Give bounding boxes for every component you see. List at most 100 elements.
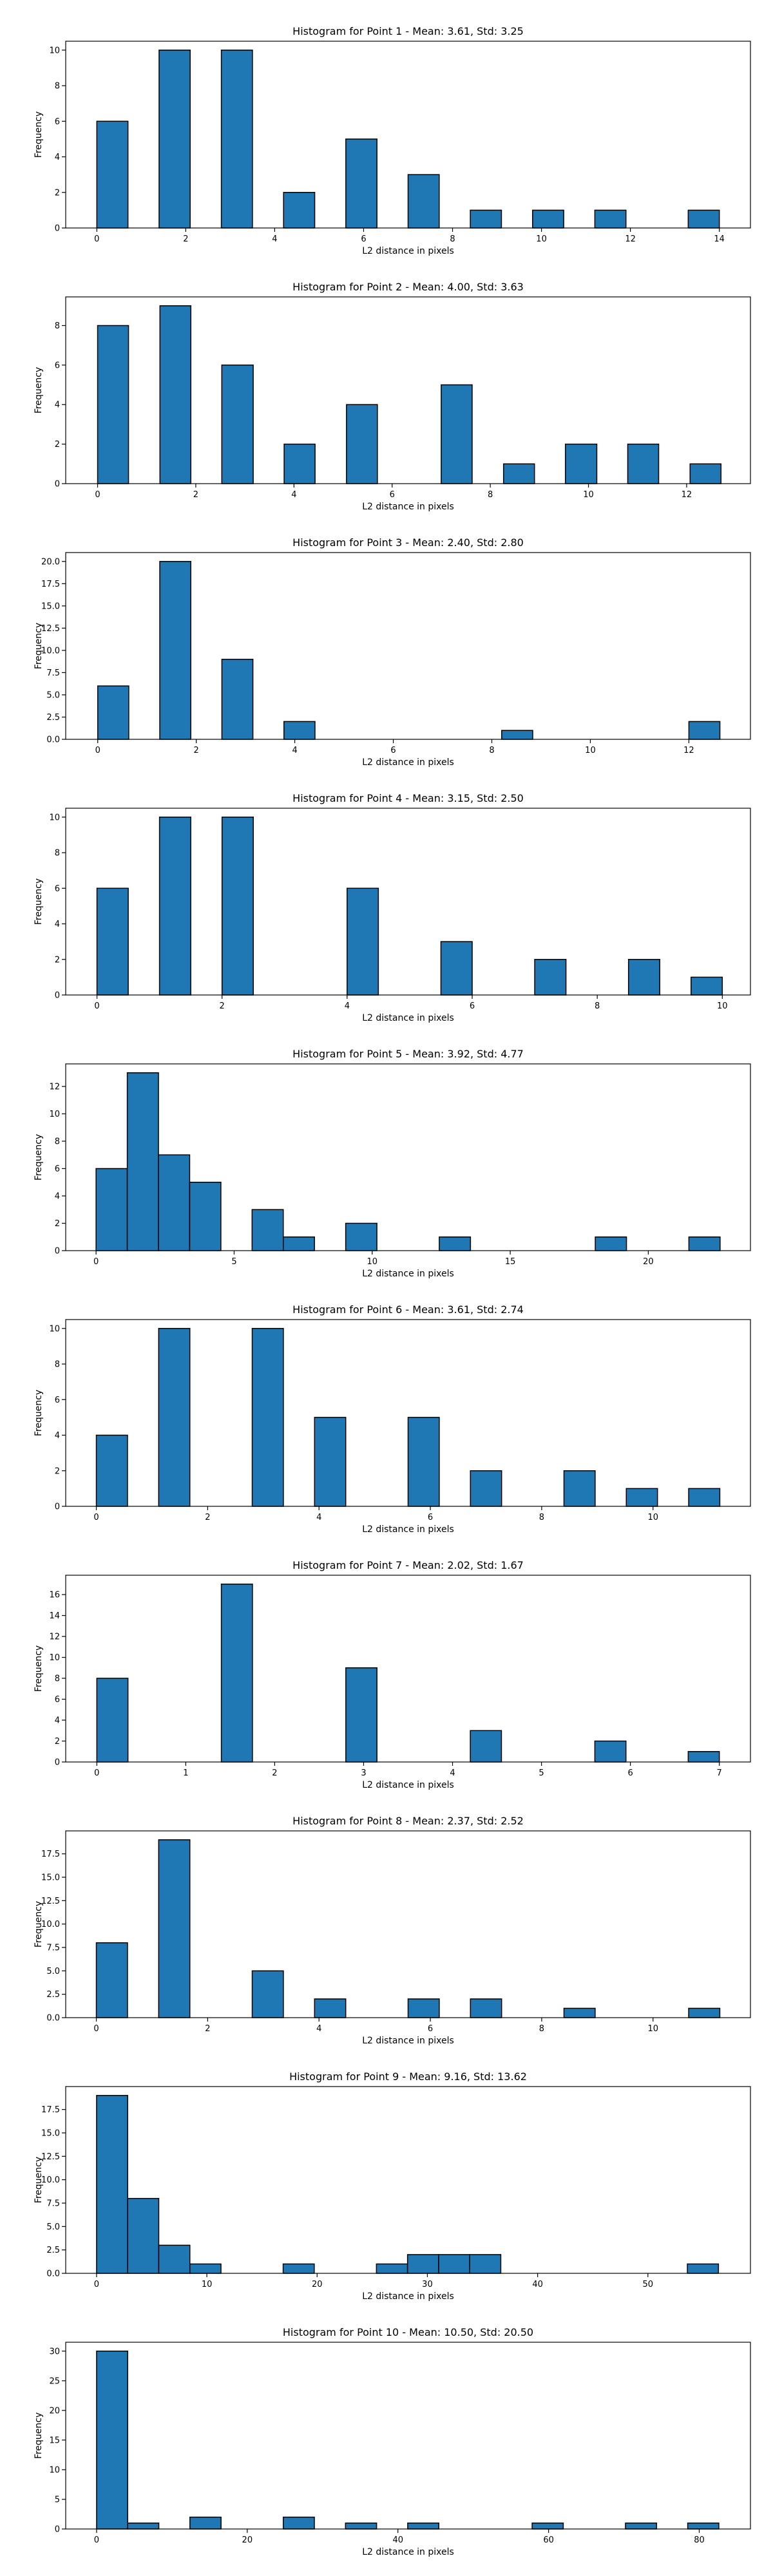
histogram-bar-1: [95, 1942, 128, 2018]
histogram-bar-2: [127, 2523, 160, 2530]
y-tick-label: 7.5: [46, 2199, 60, 2208]
chart-title: Histogram for Point 8 - Mean: 2.37, Std:…: [292, 1815, 524, 1827]
y-tick-label: 0: [55, 2525, 60, 2535]
histogram-bar-6: [687, 1751, 720, 1763]
histogram-bar-1: [96, 887, 129, 996]
y-tick-label: 6: [55, 117, 60, 127]
x-tick-label: 2: [194, 746, 199, 755]
y-tick-label: 16: [49, 1591, 60, 1600]
y-tick-label: 2.5: [46, 713, 60, 723]
histogram-bar-4: [470, 1730, 502, 1763]
y-tick-label: 30: [49, 2347, 60, 2356]
x-tick-label: 3: [361, 1768, 366, 1778]
histogram-bar-5: [345, 138, 377, 229]
y-axis-label: Frequency: [33, 111, 44, 158]
y-tick-label: 7.5: [46, 668, 60, 678]
x-tick-label: 10: [367, 1257, 378, 1267]
x-tick-label: 20: [312, 2280, 323, 2289]
x-tick-label: 50: [643, 2280, 654, 2289]
y-tick-label: 17.5: [41, 1850, 60, 1859]
x-tick-label: 4: [316, 1513, 321, 1522]
y-tick-label: 6: [55, 1164, 60, 1174]
histogram-bar-4: [314, 1417, 347, 1507]
x-tick-label: 40: [532, 2280, 543, 2289]
x-tick-label: 2: [193, 490, 198, 500]
chart-title: Histogram for Point 3 - Mean: 2.40, Std:…: [292, 536, 524, 549]
histogram-bar-8: [688, 2007, 721, 2018]
plot-frame: [65, 41, 751, 229]
y-axis-label: Frequency: [33, 367, 44, 413]
x-tick-label: 2: [220, 1001, 225, 1011]
y-tick-label: 10: [49, 1324, 60, 1334]
x-tick-label: 1: [183, 1768, 188, 1778]
x-tick-label: 0: [94, 2535, 99, 2545]
y-tick-label: 4: [55, 1431, 60, 1441]
x-tick-label: 80: [694, 2535, 705, 2545]
x-axis-label: L2 distance in pixels: [362, 2291, 454, 2302]
y-axis-label: Frequency: [33, 2157, 44, 2203]
y-axis-label: Frequency: [33, 2412, 44, 2459]
histogram-bar-10: [687, 2263, 720, 2274]
histogram-bar-9: [688, 1488, 721, 1507]
x-axis-label: L2 distance in pixels: [362, 757, 454, 768]
x-tick-label: 0: [95, 490, 100, 500]
histogram-bar-3: [189, 2516, 222, 2530]
histogram-bar-1: [96, 2351, 128, 2530]
y-tick-label: 8: [55, 82, 60, 91]
histogram-bar-7: [531, 2523, 564, 2530]
chart-title: Histogram for Point 4 - Mean: 3.15, Std:…: [292, 792, 524, 804]
histogram-bar-2: [127, 2197, 160, 2274]
x-tick-label: 2: [183, 234, 188, 244]
histogram-bar-6: [376, 2263, 408, 2274]
histogram-bar-8: [625, 1488, 658, 1507]
histogram-bar-1: [95, 1434, 128, 1507]
x-tick-label: 12: [625, 234, 636, 244]
x-axis-label: L2 distance in pixels: [362, 246, 454, 256]
x-tick-label: 8: [595, 1001, 600, 1011]
y-tick-label: 10.0: [41, 646, 60, 656]
histogram-panel-1: Histogram for Point 1 - Mean: 3.61, Std:…: [33, 25, 751, 256]
histogram-bar-8: [439, 1236, 472, 1251]
x-axis-label: L2 distance in pixels: [362, 1013, 454, 1023]
chart-title: Histogram for Point 5 - Mean: 3.92, Std:…: [292, 1048, 524, 1060]
histogram-bar-3: [158, 1154, 191, 1251]
y-tick-label: 2.5: [46, 2246, 60, 2255]
histogram-bar-7: [470, 209, 502, 229]
histogram-bar-4: [314, 1998, 347, 2018]
histogram-bar-5: [407, 1417, 440, 1507]
y-tick-label: 20.0: [41, 557, 60, 567]
x-tick-label: 14: [714, 234, 725, 244]
y-tick-label: 0.0: [46, 2269, 60, 2279]
x-tick-label: 8: [539, 1513, 544, 1522]
x-tick-label: 5: [231, 1257, 236, 1267]
y-axis-label: Frequency: [33, 1645, 44, 1692]
y-tick-label: 2: [55, 440, 60, 450]
x-tick-label: 6: [361, 234, 366, 244]
histogram-bar-6: [470, 1998, 502, 2018]
histogram-bar-7: [502, 463, 535, 484]
histogram-bar-2: [159, 305, 192, 484]
x-tick-label: 10: [583, 490, 594, 500]
y-tick-label: 6: [55, 1396, 60, 1405]
plot-frame: [65, 1063, 751, 1251]
histogram-bar-9: [627, 443, 660, 484]
x-tick-label: 4: [345, 1001, 350, 1011]
histogram-bar-1: [95, 1168, 128, 1251]
x-axis-label: L2 distance in pixels: [362, 1524, 454, 1535]
histogram-panel-10: Histogram for Point 10 - Mean: 10.50, St…: [33, 2326, 751, 2557]
y-axis-label: Frequency: [33, 1390, 44, 1436]
y-tick-label: 15: [49, 2436, 60, 2445]
y-tick-label: 6: [55, 361, 60, 370]
x-tick-label: 12: [682, 490, 692, 500]
y-tick-label: 25: [49, 2376, 60, 2386]
histogram-bar-1: [96, 1678, 129, 1763]
x-tick-label: 4: [272, 234, 277, 244]
y-axis-label: Frequency: [33, 1901, 44, 1947]
histogram-bar-3: [221, 658, 254, 740]
histogram-bar-6: [688, 721, 721, 740]
x-axis-label: L2 distance in pixels: [362, 1269, 454, 1279]
y-tick-label: 8: [55, 321, 60, 331]
histogram-bar-8: [438, 2254, 470, 2274]
x-tick-label: 10: [717, 1001, 728, 1011]
